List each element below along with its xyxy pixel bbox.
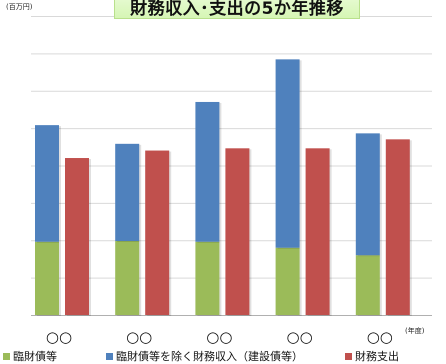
bar: [115, 240, 140, 315]
bar: [35, 241, 59, 315]
bar: [225, 148, 250, 315]
legend-swatch-green: [3, 352, 10, 360]
bar: [305, 148, 330, 315]
legend-item-construction-bonds: 臨財債等を除く財務収入（建設債等）: [106, 348, 303, 364]
legend-label: 臨財債等を除く財務収入（建設債等）: [116, 350, 303, 363]
x-tick-label: ○○: [46, 328, 72, 346]
x-tick-label: ○○: [206, 328, 232, 346]
bar: [195, 101, 220, 242]
y-unit-label: (百万円): [6, 3, 33, 11]
bar: [65, 158, 89, 315]
bar: [145, 150, 170, 315]
x-unit-label: (年度): [405, 327, 425, 335]
x-tick-label: ○○: [126, 328, 152, 346]
bar: [355, 255, 380, 315]
bar: [35, 125, 59, 242]
legend-swatch-red: [345, 352, 352, 360]
bar: [195, 241, 220, 315]
legend-item-expenditure: 財務支出: [345, 348, 399, 364]
bar: [275, 59, 300, 248]
legend-swatch-blue: [106, 352, 113, 360]
chart-title: 財務収入･支出の5か年推移: [114, 0, 360, 19]
x-tick-label: ○○: [367, 328, 393, 346]
legend-label: 財務支出: [355, 350, 399, 363]
legend: 臨財債等 臨財債等を除く財務収入（建設債等） 財務支出: [0, 348, 446, 363]
bar: [275, 247, 300, 315]
bar: [355, 133, 380, 256]
bar: [115, 143, 140, 241]
x-tick-label: ○○: [287, 328, 313, 346]
legend-item-rinzaisai: 臨財債等: [3, 348, 57, 364]
bar: [385, 139, 410, 315]
legend-label: 臨財債等: [13, 350, 57, 363]
